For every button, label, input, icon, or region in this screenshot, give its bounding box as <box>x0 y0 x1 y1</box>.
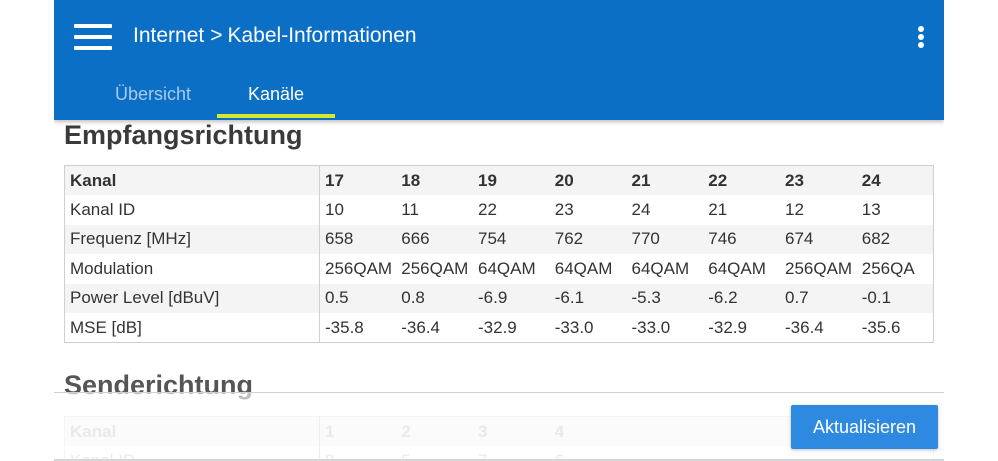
table-cell: 256QAM <box>780 254 857 284</box>
row-label: Modulation <box>64 254 320 284</box>
table-cell: -6.9 <box>473 283 550 313</box>
table-cell: 23 <box>549 195 627 225</box>
table-cell: 0.5 <box>319 283 397 313</box>
tab-label: Übersicht <box>114 84 192 104</box>
table-cell: -6.2 <box>703 283 780 313</box>
breadcrumb-section[interactable]: Internet <box>133 24 205 47</box>
breadcrumb-page: Kabel-Informationen <box>227 24 417 47</box>
table-cell: 13 <box>856 195 934 225</box>
table-cell: 0.7 <box>780 283 857 313</box>
breadcrumb-separator: > <box>210 24 223 47</box>
table-cell: -33.0 <box>626 313 704 343</box>
table-cell: 19 <box>473 165 550 195</box>
table-cell: 22 <box>703 165 780 195</box>
table-cell: 256QAM <box>396 254 473 284</box>
refresh-button[interactable]: Aktualisieren <box>791 405 938 449</box>
table-cell: 21 <box>703 195 780 225</box>
table-cell: 22 <box>473 195 550 225</box>
table-row: Power Level [dBuV] 0.5 0.8 -6.9 -6.1 -5.3 -6.2… <box>64 283 934 313</box>
menu-bar-line <box>74 46 112 50</box>
more-vertical-icon[interactable] <box>916 24 926 50</box>
table-cell: -6.1 <box>549 283 627 313</box>
table-cell: 23 <box>780 165 857 195</box>
table-cell: 12 <box>780 195 857 225</box>
table-cell: 256QAM <box>319 254 397 284</box>
more-dot <box>918 42 924 48</box>
table-cell: 64QAM <box>549 254 627 284</box>
table-cell: 20 <box>549 165 627 195</box>
table-cell: 17 <box>319 165 397 195</box>
more-dot <box>918 34 924 40</box>
row-label: Kanal <box>64 165 320 195</box>
table-cell: 746 <box>703 224 780 254</box>
table-cell: 11 <box>396 195 473 225</box>
table-cell: 24 <box>626 195 704 225</box>
table-cell: 658 <box>319 224 397 254</box>
table-cell: 682 <box>856 224 934 254</box>
row-label: MSE [dB] <box>64 313 320 343</box>
downstream-table: Kanal 17 18 19 20 21 22 23 24 Kanal ID 10 11 22 23 24 2… <box>64 165 934 343</box>
tab-label: Kanäle <box>247 84 305 104</box>
downstream-heading: Empfangsrichtung <box>64 120 303 150</box>
more-dot <box>918 26 924 32</box>
table-cell: -35.8 <box>319 313 397 343</box>
hamburger-menu-icon[interactable] <box>74 22 112 52</box>
table-cell: -36.4 <box>780 313 857 343</box>
bottom-divider <box>54 459 944 461</box>
active-tab-indicator <box>217 114 335 118</box>
table-cell: 666 <box>396 224 473 254</box>
table-cell: -36.4 <box>396 313 473 343</box>
table-cell: -35.6 <box>856 313 934 343</box>
table-cell: -32.9 <box>473 313 550 343</box>
table-cell: 64QAM <box>473 254 550 284</box>
table-cell: 754 <box>473 224 550 254</box>
table-row: MSE [dB] -35.8 -36.4 -32.9 -33.0 -33.0 -32.9 -3… <box>64 313 934 343</box>
table-cell: 24 <box>856 165 934 195</box>
row-label: Frequenz [MHz] <box>64 224 320 254</box>
table-cell: 64QAM <box>626 254 704 284</box>
tab-kanaele[interactable]: Kanäle <box>217 74 335 120</box>
row-label: Kanal ID <box>64 195 320 225</box>
table-row: Kanal ID 10 11 22 23 24 21 12 13 <box>64 195 934 225</box>
table-cell: 674 <box>780 224 857 254</box>
bottom-overlay <box>54 392 944 461</box>
menu-bar-line <box>74 35 112 39</box>
menu-bar-line <box>74 24 112 28</box>
table-cell: 256QA <box>856 254 934 284</box>
table-cell: -32.9 <box>703 313 780 343</box>
table-cell: 64QAM <box>703 254 780 284</box>
table-row: Modulation 256QAM 256QAM 64QAM 64QAM 64QAM 64Q… <box>64 254 934 284</box>
table-cell: -5.3 <box>626 283 704 313</box>
app-bar: Internet > Kabel-Informationen Übersicht… <box>54 0 944 120</box>
table-row: Frequenz [MHz] 658 666 754 762 770 746 674 682 <box>64 224 934 254</box>
breadcrumb: Internet > Kabel-Informationen <box>133 24 417 48</box>
table-cell: 770 <box>626 224 704 254</box>
table-cell: 0.8 <box>396 283 473 313</box>
row-label: Power Level [dBuV] <box>64 283 320 313</box>
table-cell: 21 <box>626 165 704 195</box>
table-cell: 18 <box>396 165 473 195</box>
table-cell: -33.0 <box>549 313 627 343</box>
tab-uebersicht[interactable]: Übersicht <box>78 74 228 120</box>
app-window: Internet > Kabel-Informationen Übersicht… <box>54 0 944 461</box>
table-cell: 10 <box>319 195 397 225</box>
table-cell: -0.1 <box>856 283 934 313</box>
table-row: Kanal 17 18 19 20 21 22 23 24 <box>64 165 934 195</box>
table-cell: 762 <box>549 224 627 254</box>
